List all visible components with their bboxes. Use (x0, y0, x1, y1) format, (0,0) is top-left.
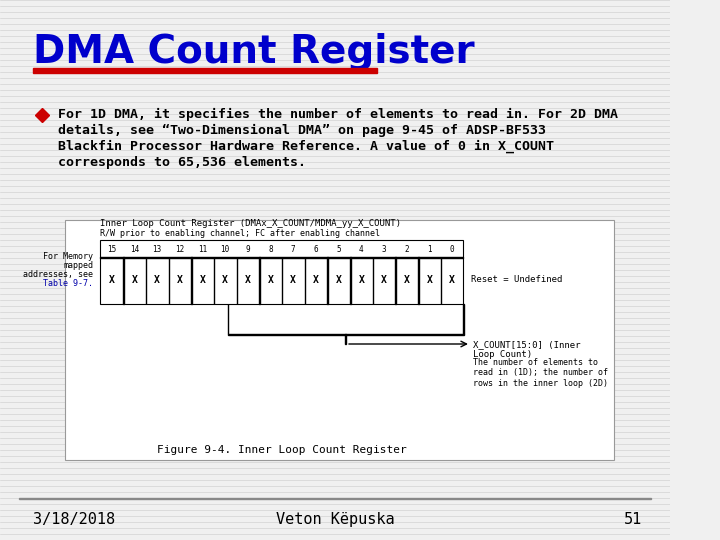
Text: 3: 3 (382, 246, 387, 254)
Text: Blackfin Processor Hardware Reference. A value of 0 in X_COUNT: Blackfin Processor Hardware Reference. A… (58, 140, 554, 153)
Text: X_COUNT[15:0] (Inner
Loop Count): X_COUNT[15:0] (Inner Loop Count) (473, 340, 580, 360)
Text: 9: 9 (246, 246, 251, 254)
Text: X: X (245, 275, 251, 285)
Text: 7: 7 (291, 246, 296, 254)
Text: 1: 1 (427, 246, 432, 254)
Text: DMA Count Register: DMA Count Register (32, 33, 474, 71)
Text: X: X (154, 275, 160, 285)
Bar (228, 334, 464, 335)
Text: 2: 2 (405, 246, 409, 254)
Text: addresses, see: addresses, see (23, 270, 93, 279)
Text: 51: 51 (624, 512, 642, 527)
Text: 10: 10 (220, 246, 230, 254)
Text: 11: 11 (198, 246, 207, 254)
Text: X: X (177, 275, 183, 285)
Text: mapped: mapped (63, 261, 93, 270)
Text: X: X (222, 275, 228, 285)
Text: 13: 13 (153, 246, 162, 254)
Text: 3/18/2018: 3/18/2018 (32, 512, 114, 527)
Text: X: X (381, 275, 387, 285)
Text: corresponds to 65,536 elements.: corresponds to 65,536 elements. (58, 156, 306, 169)
Text: X: X (313, 275, 319, 285)
Bar (101, 257, 464, 258)
Text: X: X (449, 275, 455, 285)
Text: X: X (109, 275, 114, 285)
Text: Figure 9-4. Inner Loop Count Register: Figure 9-4. Inner Loop Count Register (157, 445, 407, 455)
Text: X: X (268, 275, 274, 285)
Text: 15: 15 (107, 246, 117, 254)
Text: Veton Këpuska: Veton Këpuska (276, 512, 395, 527)
Bar (101, 240, 464, 304)
Bar (19, 498, 652, 499)
Text: X: X (426, 275, 432, 285)
Text: Table 9-7.: Table 9-7. (43, 279, 93, 288)
Text: 4: 4 (359, 246, 364, 254)
Text: 0: 0 (450, 246, 454, 254)
Text: For Memory: For Memory (43, 252, 93, 261)
Text: 12: 12 (175, 246, 184, 254)
Text: Reset = Undefined: Reset = Undefined (471, 275, 562, 285)
Text: 14: 14 (130, 246, 139, 254)
Text: X: X (336, 275, 341, 285)
Text: X: X (199, 275, 205, 285)
Text: X: X (359, 275, 364, 285)
Text: X: X (290, 275, 296, 285)
Text: 6: 6 (314, 246, 318, 254)
Text: Inner Loop Count Register (DMAx_X_COUNT/MDMA_yy_X_COUNT): Inner Loop Count Register (DMAx_X_COUNT/… (101, 219, 402, 228)
Text: R/W prior to enabling channel; FC after enabling channel: R/W prior to enabling channel; FC after … (101, 229, 380, 238)
Text: details, see “Two-Dimensional DMA” on page 9-45 of ADSP-BF533: details, see “Two-Dimensional DMA” on pa… (58, 124, 546, 137)
Text: X: X (132, 275, 138, 285)
Text: For 1D DMA, it specifies the number of elements to read in. For 2D DMA: For 1D DMA, it specifies the number of e… (58, 108, 618, 121)
Text: The number of elements to
read in (1D); the number of
rows in the inner loop (2D: The number of elements to read in (1D); … (473, 358, 608, 388)
Text: X: X (404, 275, 410, 285)
Bar (32, 68, 377, 73)
Text: 8: 8 (269, 246, 273, 254)
Bar (65, 220, 614, 460)
Text: 5: 5 (336, 246, 341, 254)
